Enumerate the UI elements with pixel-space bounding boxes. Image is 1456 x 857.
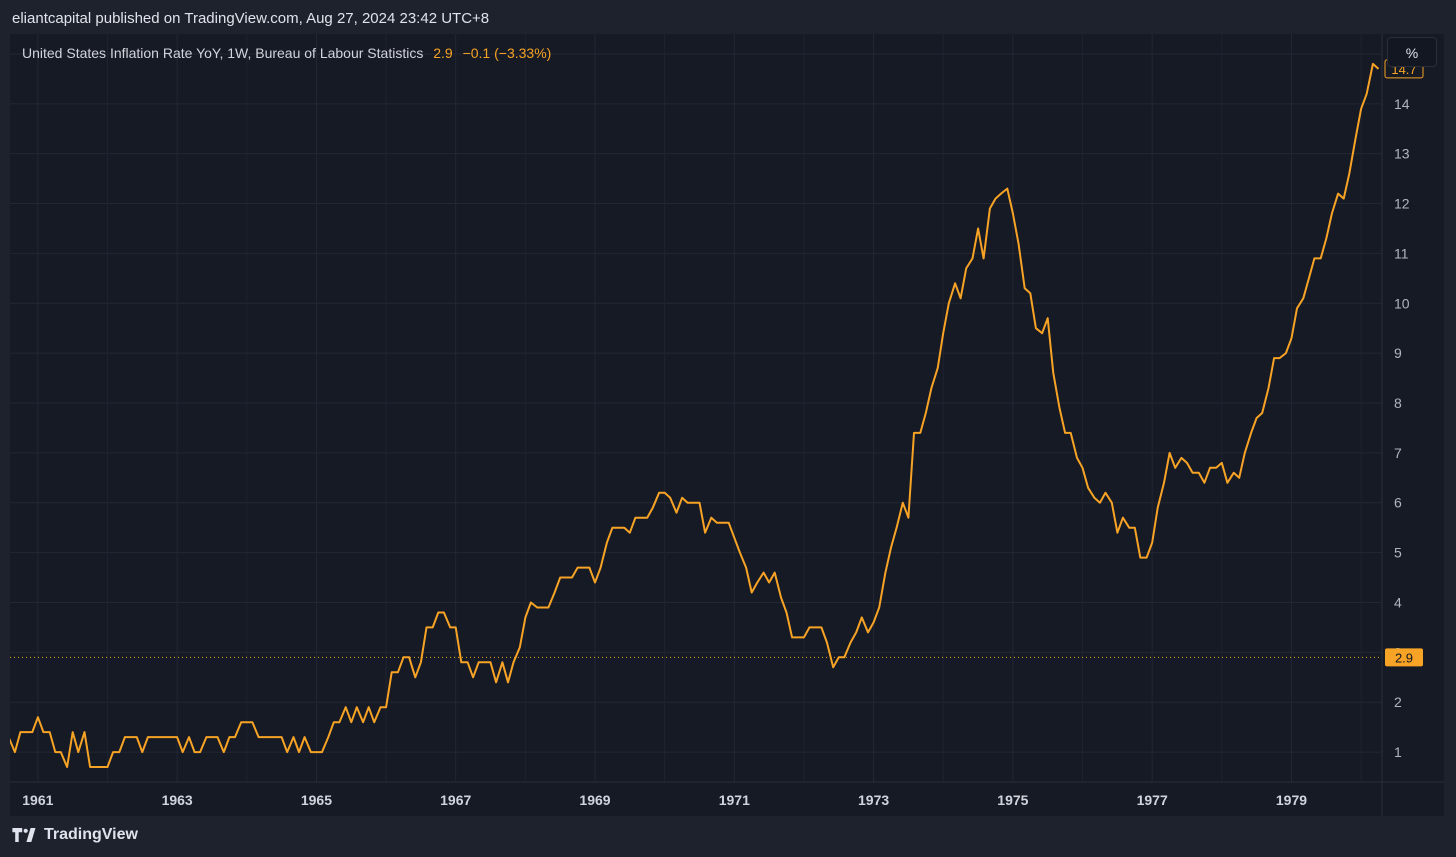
time-tick-label: 1971: [719, 792, 750, 808]
price-tick-label: 9: [1394, 345, 1402, 361]
tradingview-brand[interactable]: TradingView: [12, 826, 138, 844]
percent-scale-button[interactable]: %: [1387, 37, 1437, 67]
time-tick-label: 1975: [997, 792, 1028, 808]
time-tick-label: 1967: [440, 792, 471, 808]
footer: [0, 816, 1456, 857]
chart-pane[interactable]: [10, 34, 1444, 816]
tradingview-logo-icon: [12, 828, 36, 842]
price-tick-label: 12: [1394, 196, 1410, 212]
reference-badge-box: [1385, 648, 1423, 667]
price-tick-label: 1: [1394, 744, 1402, 760]
time-tick-label: 1961: [22, 792, 53, 808]
brand-name: TradingView: [44, 826, 138, 843]
price-tick-label: 14: [1394, 96, 1410, 112]
price-tick-label: 5: [1394, 545, 1402, 561]
price-tick-label: 8: [1394, 395, 1402, 411]
time-tick-label: 1963: [162, 792, 193, 808]
inflation-chart[interactable]: 123456789101112131415 196119631965196719…: [10, 34, 1444, 816]
time-tick-label: 1979: [1276, 792, 1307, 808]
time-axis: 1961 1963 1965 1967 1969 1971 1973 1975 1977 1979: [22, 792, 1307, 808]
time-tick-label: 1965: [301, 792, 332, 808]
published-caption: eliantcapital published on TradingView.c…: [12, 10, 490, 27]
inflation-series: [10, 62, 1380, 768]
grid-lines: [10, 34, 1382, 782]
price-tick-label: 7: [1394, 445, 1402, 461]
inflation-line: [10, 62, 1380, 768]
price-tick-label: 2: [1394, 694, 1402, 710]
price-tick-label: 13: [1394, 146, 1410, 162]
price-tick-label: 4: [1394, 594, 1402, 610]
top-header: eliantcapital published on TradingView.c…: [0, 0, 1456, 34]
value-change: −0.1 (−3.33%): [462, 45, 552, 61]
series-legend[interactable]: United States Inflation Rate YoY, 1W, Bu…: [22, 45, 551, 61]
time-tick-label: 1969: [579, 792, 610, 808]
price-tick-label: 10: [1394, 295, 1410, 311]
reference-badge-label: 2.9: [1395, 650, 1413, 665]
price-tick-label: 6: [1394, 495, 1402, 511]
series-title: United States Inflation Rate YoY, 1W, Bu…: [22, 45, 424, 61]
time-tick-label: 1977: [1137, 792, 1168, 808]
price-tick-label: 11: [1394, 245, 1409, 261]
time-tick-label: 1973: [858, 792, 889, 808]
last-value: 2.9: [433, 45, 453, 61]
